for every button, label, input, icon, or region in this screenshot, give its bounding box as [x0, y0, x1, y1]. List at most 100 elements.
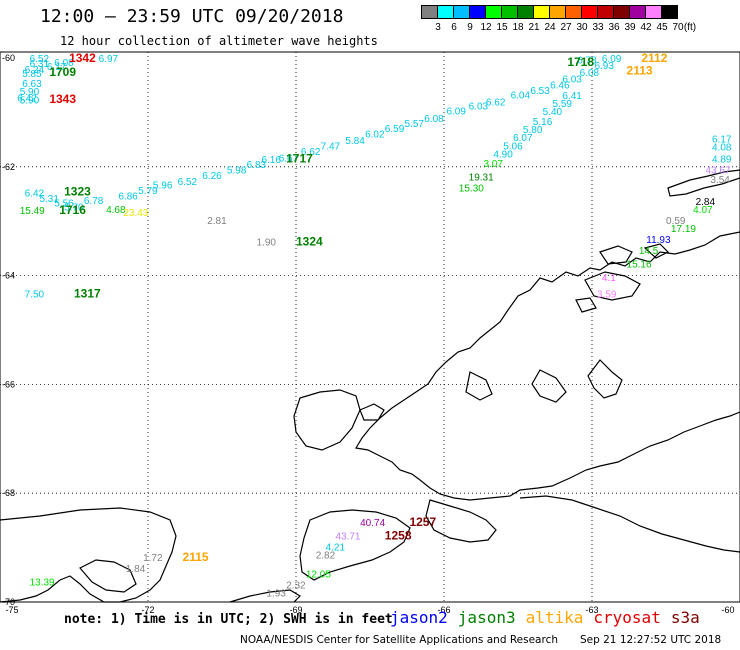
lon-tick-label: -66: [437, 605, 450, 615]
wave-height-label: 6.02: [365, 129, 385, 140]
legend-label: 70: [672, 22, 684, 33]
legend-swatch: [661, 5, 678, 19]
wave-height-label: 2.82: [316, 550, 336, 561]
southern-coast-4: [425, 499, 497, 543]
lon-tick-label: -72: [141, 605, 154, 615]
wave-height-label: 1.90: [257, 238, 277, 249]
wave-height-label: 4.68: [106, 205, 126, 216]
satellite-jason3: jason3: [457, 608, 516, 627]
wave-height-label: 12.05: [306, 570, 331, 581]
wave-height-label: 6.42: [25, 189, 45, 200]
timestamp-text: Sep 21 12:27:52 UTC 2018: [580, 634, 722, 646]
wave-height-label: 5.98: [227, 165, 247, 176]
wave-height-label: 3.59: [597, 289, 617, 300]
wave-height-label: 5.85: [22, 69, 42, 80]
graticule: [0, 52, 740, 602]
wave-height-label: 6.93: [594, 61, 614, 72]
south-shetlands: [667, 169, 740, 197]
lat-tick-label: -62: [2, 162, 15, 172]
coast-detail-3: [465, 371, 493, 401]
wave-height-label: 40.74: [360, 518, 385, 529]
lat-tick-label: -64: [2, 271, 15, 281]
wave-height-label: 6.63: [22, 79, 42, 90]
island-alexander: [299, 509, 411, 581]
lon-tick-label: -75: [5, 605, 18, 615]
wave-height-label: 3.54: [710, 175, 730, 186]
wave-height-label: 4.89: [712, 154, 732, 165]
island-brabant: [599, 245, 633, 265]
time-label: 2115: [183, 550, 209, 564]
wave-height-label: 4.1: [602, 273, 616, 284]
legend-label: 30: [576, 22, 588, 33]
wave-height-label: 6.08: [580, 68, 600, 79]
wave-height-label: 1.84: [126, 564, 146, 575]
legend-label: 21: [528, 22, 540, 33]
wave-height-label: 6.52: [30, 54, 50, 65]
wave-height-label: 6.24: [25, 65, 45, 76]
time-label: 1343: [49, 92, 76, 106]
wave-height-label: 6.52: [178, 177, 198, 188]
wave-height-label: 6.46: [550, 80, 570, 91]
wave-height-label: 19.31: [469, 172, 494, 183]
peninsula-coast: [355, 231, 740, 501]
lon-tick-label: -60: [721, 605, 734, 615]
lat-tick-label: -60: [2, 53, 15, 63]
time-label: 1716: [59, 203, 86, 217]
wave-height-label: 6.67: [279, 153, 299, 164]
wave-height-label: 6.59: [385, 124, 405, 135]
wave-height-label: 6.97: [99, 54, 119, 65]
wave-height-label: 6.53: [530, 86, 550, 97]
wave-height-label: 5.90: [20, 96, 40, 107]
lon-tick-label: -63: [585, 605, 598, 615]
wave-height-label: 15.49: [20, 206, 45, 217]
time-label: 1324: [296, 235, 323, 249]
wave-height-label: 6.86: [118, 191, 138, 202]
satellite-legend: jason2 jason3 altika cryosat s3a: [390, 608, 710, 627]
wave-height-label: 1.72: [143, 553, 163, 564]
coast-detail-2: [531, 369, 567, 403]
lon-tick-label: -69: [289, 605, 302, 615]
island-west-1: [359, 403, 385, 421]
coastline: [0, 169, 740, 603]
wave-height-label: 6.07: [513, 133, 533, 144]
page-subtitle: 12 hour collection of altimeter wave hei…: [60, 34, 378, 48]
wave-height-label: 7.50: [25, 289, 45, 300]
wave-height-label: 5.79: [138, 186, 158, 197]
lat-tick-label: -70: [2, 597, 15, 607]
wave-height-label: 6.26: [202, 171, 222, 182]
footer-note: note: 1) Time is in UTC; 2) SWH is in fe…: [64, 612, 393, 627]
wave-height-label: 5.40: [543, 107, 563, 118]
wave-height-label: 5.56: [54, 199, 74, 210]
wave-height-label: 6.78: [577, 55, 597, 66]
wave-height-label: 6.83: [247, 160, 267, 171]
legend-label: 18: [512, 22, 524, 33]
wave-height-label: 17.19: [671, 224, 696, 235]
legend-label: 9: [467, 22, 473, 33]
lat-tick-label: -66: [2, 379, 15, 389]
legend-label: 24: [544, 22, 556, 33]
wave-height-label: 6.17: [712, 134, 732, 145]
legend-label: 3: [435, 22, 441, 33]
satellite-cryosat: cryosat: [593, 608, 661, 627]
wave-height-label: 5.80: [523, 125, 543, 136]
time-label: 1323: [64, 185, 91, 199]
wave-height-label: 5.59: [553, 99, 573, 110]
map-frame: [0, 51, 740, 603]
satellite-altika: altika: [525, 608, 584, 627]
lat-tick-label: -68: [2, 488, 15, 498]
southern-coast-5: [519, 495, 740, 553]
wave-height-label: 5.06: [503, 141, 523, 152]
wave-height-label: 2.81: [207, 216, 227, 227]
credit-text: NOAA/NESDIS Center for Satellite Applica…: [240, 634, 558, 646]
page-title: 12:00 – 23:59 UTC 09/20/2018: [40, 6, 344, 27]
legend-label: 12: [480, 22, 492, 33]
wave-height-label: 5.16: [533, 117, 553, 128]
wave-height-label: 7.47: [321, 141, 341, 152]
time-label: 1718: [567, 55, 594, 69]
wave-height-label: 6.42: [17, 94, 37, 105]
island-adelaide: [293, 389, 361, 451]
legend-label: 15: [496, 22, 508, 33]
wave-height-label: 5.84: [345, 136, 365, 147]
wave-height-label: 5.57: [405, 119, 425, 130]
wave-height-label: 6.09: [446, 107, 466, 118]
